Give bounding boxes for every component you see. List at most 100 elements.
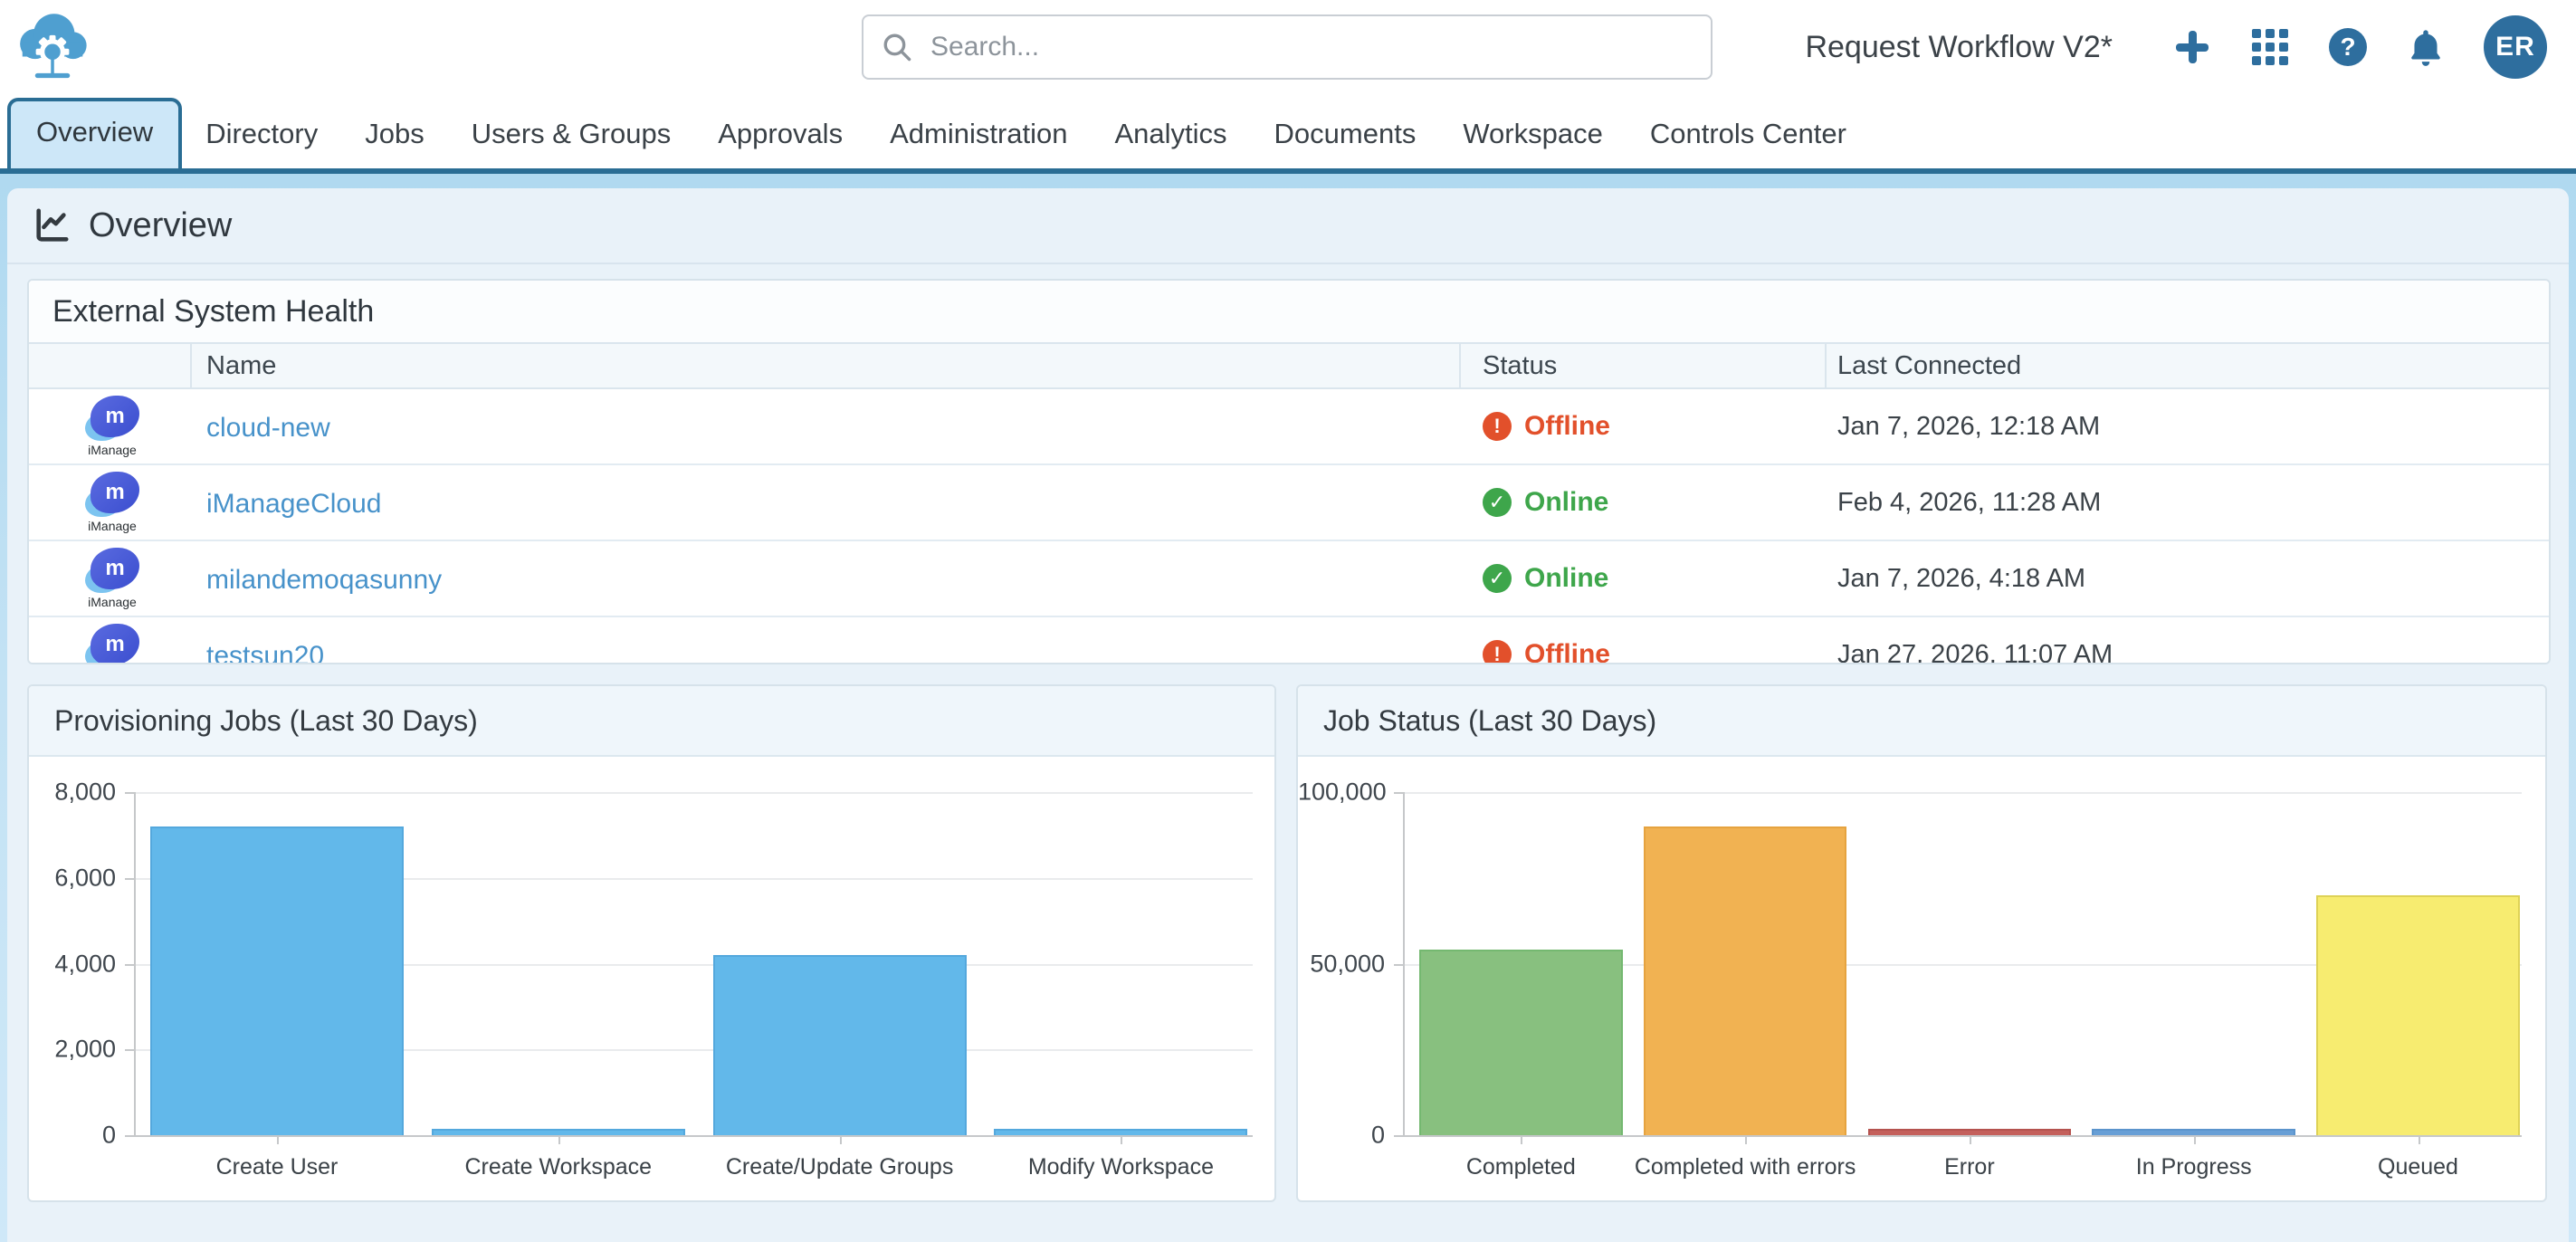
notifications-button[interactable] [2406,27,2446,67]
header-actions: Request Workflow V2* ? [1805,0,2547,94]
x-axis-label: Create User [215,1154,339,1180]
bar-in-progress [2092,1129,2295,1135]
system-name-link[interactable]: cloud-new [206,412,330,443]
x-axis-line [1403,1135,2522,1137]
workflow-title: Request Workflow V2* [1805,29,2113,64]
bar-create-update-groups [712,955,967,1135]
x-axis-label: Modify Workspace [1027,1154,1214,1180]
global-search [862,14,1713,80]
chart-title: Job Status (Last 30 Days) [1323,703,1657,737]
x-axis-tick [839,1137,842,1144]
table-row: m iManage cloud-new! Offline Jan 7, 2026, 12… [29,389,2549,465]
y-axis-label: 100,000 [1298,778,1387,806]
status-badge: Offline [1524,411,1610,441]
status-cell: ! Offline [1461,639,1827,664]
y-axis-label: 8,000 [54,778,116,806]
app-header: Request Workflow V2* ? [0,0,2576,94]
add-button[interactable] [2172,27,2212,67]
table-row: m iManage milandemoqasunny ✓ Online Jan 7, 20… [29,541,2549,617]
status-badge: Online [1524,563,1609,593]
y-axis-tick [125,1049,134,1052]
y-axis-tick [125,877,134,880]
tab-controls-center[interactable]: Controls Center [1649,118,1846,149]
status-offline-icon: ! [1483,640,1512,663]
y-axis-tick [1394,792,1403,794]
last-connected-value: Jan 7, 2026, 4:18 AM [1837,563,2086,593]
x-axis-tick [277,1137,279,1144]
status-badge: Offline [1524,639,1610,664]
cloud-gear-logo-icon [20,14,87,79]
tab-administration[interactable]: Administration [890,118,1068,149]
y-axis-label: 6,000 [54,864,116,892]
system-name-cell: testsun20 [192,638,1461,664]
page-title: Overview [89,205,233,244]
system-name-cell: iManageCloud [192,486,1461,520]
x-axis-label: Completed [1465,1154,1576,1180]
external-system-health-panel: External System Health Name Status Last … [27,279,2551,664]
y-axis-label: 2,000 [54,1035,116,1063]
bell-icon [2411,30,2440,66]
tab-users-groups[interactable]: Users & Groups [471,118,672,149]
grid-icon [2252,29,2288,65]
x-axis-label: Create Workspace [464,1154,653,1180]
provisioning-jobs-chart-panel: Provisioning Jobs (Last 30 Days) 0 2,000 4… [27,684,1276,1202]
system-name-link[interactable]: testsun20 [206,640,325,664]
status-badge: Online [1524,487,1609,517]
help-button[interactable]: ? [2328,27,2368,67]
status-cell: ! Offline [1461,411,1827,442]
gridline [1403,963,2522,966]
column-header-last-connected: Last Connected [1837,350,2022,380]
search-input[interactable] [927,30,1693,64]
gridline [134,877,1253,880]
bar-create-workspace [431,1129,685,1135]
tab-overview[interactable]: Overview [7,98,183,168]
tab-documents[interactable]: Documents [1274,118,1417,149]
table-header-row: Name Status Last Connected [29,342,2549,389]
y-axis-tick [125,1135,134,1137]
plus-icon [2176,31,2209,63]
y-axis-label: 4,000 [54,950,116,977]
chart-header: Provisioning Jobs (Last 30 Days) [29,686,1274,757]
x-axis-tick [1121,1137,1123,1144]
y-axis-line [1403,792,1405,1135]
x-axis-label: Queued [2378,1154,2458,1180]
system-name-link[interactable]: iManageCloud [206,488,382,519]
tab-jobs[interactable]: Jobs [365,118,425,149]
search-icon [883,33,911,62]
bar-create-user [150,826,404,1135]
x-axis-label: Create/Update Groups [725,1154,954,1180]
y-axis-tick [1394,1135,1403,1137]
x-axis-tick [2418,1137,2420,1144]
tab-approvals[interactable]: Approvals [718,118,844,149]
bar-queued [2316,894,2520,1135]
tab-bar: Overview Directory Jobs Users & Groups Appro… [0,94,2576,174]
x-axis-line [134,1135,1253,1137]
app-launcher-button[interactable] [2250,27,2290,67]
column-header-status: Status [1461,344,1827,387]
x-axis-tick [2193,1137,2196,1144]
y-axis-label: 0 [1370,1121,1385,1149]
tab-analytics[interactable]: Analytics [1114,118,1227,149]
x-axis-tick [558,1137,560,1144]
bar-chart-plot: 0 50,000 100,000 Completed Completed with er… [1298,757,2545,1200]
job-status-chart-panel: Job Status (Last 30 Days) 0 50,000 100,000… [1296,684,2547,1202]
bar-error [1867,1129,2072,1135]
system-name-cell: cloud-new [192,410,1461,444]
tab-directory[interactable]: Directory [205,118,319,149]
system-name-cell: milandemoqasunny [192,562,1461,596]
user-avatar[interactable]: ER [2484,15,2547,79]
status-cell: ✓ Online [1461,563,1827,594]
x-axis-tick [1745,1137,1748,1144]
tab-workspace[interactable]: Workspace [1463,118,1603,149]
gridline [134,792,1253,794]
system-name-link[interactable]: milandemoqasunny [206,564,443,595]
x-axis-label: Completed with errors [1634,1154,1856,1180]
